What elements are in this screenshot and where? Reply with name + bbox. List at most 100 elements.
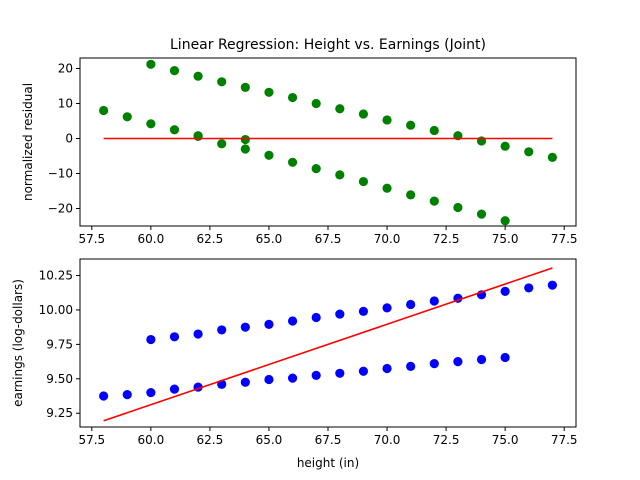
earnings-x-tick-label: 65.0 — [256, 433, 283, 447]
earnings-data-point — [476, 354, 487, 365]
earnings-data-point — [240, 322, 250, 332]
earnings-x-tick-label: 75.0 — [492, 433, 519, 447]
earnings-plot: 57.5 60.0 62.5 65.0 67.5 70.0 72.5 75.0 77.5 9.25… — [11, 258, 578, 470]
residual-data-point — [122, 112, 132, 122]
earnings-data-point — [382, 363, 392, 374]
residual-x-tick-label: 62.5 — [197, 232, 224, 246]
earnings-data-point — [429, 296, 439, 306]
residual-x-tick-label: 65.0 — [256, 232, 283, 246]
residual-x-tick-label: 60.0 — [137, 232, 164, 246]
earnings-x-axis-label: height (in) — [297, 456, 359, 470]
residual-data-point — [146, 59, 156, 69]
residual-data-point — [382, 115, 392, 125]
earnings-y-tick-label: 10.00 — [39, 303, 73, 317]
earnings-data-point — [146, 334, 156, 345]
residual-y-tick-label: 10 — [58, 97, 73, 111]
residual-x-tick-label: 77.5 — [551, 232, 578, 246]
residual-data-point — [264, 150, 274, 160]
residual-data-point — [429, 196, 439, 206]
earnings-x-tick-label: 70.0 — [374, 433, 401, 447]
residual-data-point — [146, 119, 156, 129]
residual-data-point — [335, 170, 345, 180]
residual-y-tick-label: −10 — [48, 167, 73, 181]
earnings-data-point — [169, 332, 180, 342]
earnings-data-point — [453, 356, 463, 367]
residual-data-point — [240, 82, 250, 92]
residual-x-tick-label: 75.0 — [492, 232, 519, 246]
residual-data-point — [382, 183, 392, 193]
residual-data-point — [358, 109, 369, 119]
residual-data-point — [240, 144, 250, 154]
earnings-data-point — [335, 309, 345, 319]
residual-plot: 57.5 60.0 62.5 65.0 67.5 70.0 72.5 75.0 77.5 −20 −… — [21, 57, 578, 246]
earnings-data-point — [547, 280, 557, 290]
earnings-y-tick-label: 9.50 — [46, 372, 73, 386]
earnings-data-point — [429, 359, 439, 369]
residual-x-tick-label: 57.5 — [78, 232, 105, 246]
earnings-data-point — [382, 303, 392, 313]
residual-data-point — [240, 134, 250, 145]
earnings-x-tick-label: 57.5 — [78, 433, 105, 447]
residual-y-tick-label: 0 — [65, 132, 73, 146]
earnings-data-point — [500, 352, 510, 363]
earnings-data-point — [358, 306, 369, 316]
residual-data-point — [217, 77, 227, 87]
earnings-data-point — [264, 319, 274, 330]
earnings-data-point — [406, 299, 416, 310]
earnings-data-point — [240, 377, 250, 387]
earnings-data-point — [146, 387, 156, 398]
earnings-data-point — [524, 283, 534, 293]
earnings-data-point — [264, 374, 274, 385]
residual-data-point — [500, 216, 510, 226]
earnings-data-point — [500, 286, 510, 296]
earnings-data-point — [406, 361, 416, 372]
residual-data-point — [547, 152, 557, 162]
residual-data-point — [287, 157, 298, 167]
residual-data-point — [453, 202, 463, 213]
residual-data-point — [169, 125, 180, 135]
residual-data-point — [500, 141, 510, 151]
earnings-data-point — [358, 366, 369, 376]
residual-y-tick-label: 20 — [58, 62, 73, 76]
earnings-data-point — [287, 316, 298, 326]
earnings-x-tick-label: 77.5 — [551, 433, 578, 447]
residual-data-point — [311, 164, 321, 174]
earnings-y-tick-label: 10.25 — [39, 269, 73, 283]
earnings-y-axis-label: earnings (log-dollars) — [11, 279, 25, 407]
residual-data-point — [311, 98, 321, 109]
residual-data-point — [193, 71, 203, 81]
residual-data-point — [169, 66, 180, 76]
earnings-x-tick-label: 67.5 — [315, 433, 342, 447]
earnings-y-tick-label: 9.75 — [46, 337, 73, 351]
earnings-data-point — [169, 384, 180, 394]
chart-title: Linear Regression: Height vs. Earnings (… — [170, 37, 486, 53]
residual-data-point — [406, 190, 416, 200]
earnings-data-point — [122, 390, 132, 400]
earnings-x-tick-label: 72.5 — [433, 433, 460, 447]
earnings-data-point — [311, 370, 321, 380]
residual-data-point — [406, 120, 416, 130]
residual-x-tick-label: 67.5 — [315, 232, 342, 246]
residual-data-point — [358, 176, 369, 187]
earnings-x-tick-label: 60.0 — [137, 433, 164, 447]
residual-data-point — [193, 131, 203, 141]
earnings-fit-line — [103, 267, 553, 422]
earnings-data-point — [287, 373, 298, 383]
residual-x-tick-label: 72.5 — [433, 232, 460, 246]
residual-data-point — [217, 139, 227, 149]
residual-y-axis-label: normalized residual — [21, 83, 35, 201]
residual-data-point — [335, 104, 345, 114]
residual-data-point — [429, 125, 439, 136]
earnings-data-point — [335, 368, 345, 378]
residual-data-point — [476, 209, 487, 219]
earnings-x-tick-label: 62.5 — [197, 433, 224, 447]
residual-data-point — [99, 105, 109, 116]
earnings-data-point — [217, 325, 227, 335]
residual-data-point — [524, 147, 534, 157]
earnings-data-point — [99, 391, 109, 401]
residual-data-point — [287, 92, 298, 103]
earnings-data-point — [311, 312, 321, 323]
earnings-data-point — [193, 329, 203, 339]
